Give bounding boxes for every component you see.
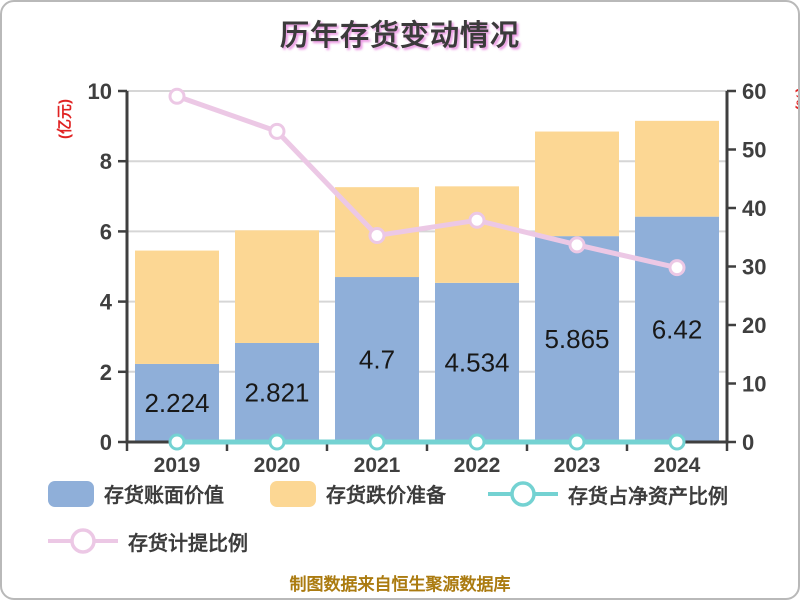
data-point-net-asset-ratio-2020[interactable] bbox=[268, 433, 286, 451]
left-tick-label: 0 bbox=[100, 430, 112, 455]
bar-value-label-2023: 5.865 bbox=[544, 324, 609, 354]
bar-value-label-2020: 2.821 bbox=[244, 377, 309, 407]
legend-swatch-provision bbox=[270, 480, 316, 507]
legend-item-provision-ratio[interactable]: 存货计提比例 bbox=[48, 526, 248, 556]
data-point-provision-ratio-2019[interactable] bbox=[168, 87, 186, 105]
data-point-net-asset-ratio-2022[interactable] bbox=[468, 433, 486, 451]
legend-line-marker-provision-ratio bbox=[48, 528, 118, 554]
legend-item-book-value[interactable]: 存货账面价值 bbox=[48, 479, 224, 508]
legend-label-provision: 存货跌价准备 bbox=[326, 485, 446, 507]
legend-label-provision-ratio: 存货计提比例 bbox=[128, 532, 248, 555]
bar-value-label-2021: 4.7 bbox=[359, 345, 395, 375]
legend-label-net-asset-ratio: 存货占净资产比例 bbox=[568, 485, 728, 508]
data-point-net-asset-ratio-2019[interactable] bbox=[168, 433, 186, 451]
right-tick-label: 40 bbox=[742, 196, 766, 221]
data-point-provision-ratio-2020[interactable] bbox=[268, 122, 286, 140]
bar-value-label-2019: 2.224 bbox=[144, 388, 209, 418]
bar-provision-2024[interactable] bbox=[635, 120, 719, 217]
bar-book-value-2019[interactable] bbox=[135, 363, 219, 442]
legend-label-book-value: 存货账面价值 bbox=[104, 485, 224, 507]
legend-swatch-book-value bbox=[48, 480, 94, 507]
data-point-provision-ratio-2023[interactable] bbox=[568, 236, 586, 254]
left-tick-label: 6 bbox=[100, 219, 112, 244]
legend-line-marker-net-asset-ratio bbox=[488, 481, 558, 507]
x-category-label-2019: 2019 bbox=[154, 454, 201, 477]
left-tick-label: 8 bbox=[100, 149, 112, 174]
x-category-label-2020: 2020 bbox=[254, 454, 301, 477]
bar-provision-2019[interactable] bbox=[135, 250, 219, 364]
x-category-label-2022: 2022 bbox=[454, 454, 501, 477]
x-category-label-2023: 2023 bbox=[554, 454, 601, 477]
x-category-label-2021: 2021 bbox=[354, 454, 401, 477]
line-provision-ratio bbox=[174, 93, 680, 271]
bar-book-value-2021[interactable] bbox=[335, 277, 419, 442]
data-point-net-asset-ratio-2023[interactable] bbox=[568, 433, 586, 451]
bar-value-label-2022: 4.534 bbox=[444, 347, 509, 377]
right-tick-label: 30 bbox=[742, 255, 766, 280]
left-tick-label: 10 bbox=[88, 79, 112, 104]
data-source-footer: 制图数据来自恒生聚源数据库 bbox=[289, 575, 511, 594]
legend-item-net-asset-ratio[interactable]: 存货占净资产比例 bbox=[488, 479, 728, 509]
data-point-net-asset-ratio-2024[interactable] bbox=[668, 433, 686, 451]
x-category-label-2024: 2024 bbox=[654, 454, 701, 477]
bar-provision-2022[interactable] bbox=[435, 186, 519, 283]
bar-value-label-2024: 6.42 bbox=[652, 314, 703, 344]
left-tick-label: 4 bbox=[100, 290, 113, 315]
right-tick-label: 20 bbox=[742, 313, 766, 338]
bar-book-value-2022[interactable] bbox=[435, 282, 519, 442]
bar-book-value-2020[interactable] bbox=[235, 342, 319, 442]
right-tick-label: 10 bbox=[742, 372, 766, 397]
right-tick-label: 50 bbox=[742, 138, 766, 163]
bar-book-value-2024[interactable] bbox=[635, 216, 719, 442]
bar-provision-2020[interactable] bbox=[235, 230, 319, 343]
chart-title: 历年存货变动情况 bbox=[279, 20, 520, 52]
right-tick-label: 60 bbox=[742, 79, 766, 104]
right-tick-label: 0 bbox=[742, 430, 754, 455]
left-tick-label: 2 bbox=[100, 360, 112, 385]
data-point-provision-ratio-2022[interactable] bbox=[468, 211, 486, 229]
data-point-net-asset-ratio-2021[interactable] bbox=[368, 433, 386, 451]
bar-provision-2023[interactable] bbox=[535, 131, 619, 237]
data-point-provision-ratio-2024[interactable] bbox=[668, 259, 686, 277]
data-point-provision-ratio-2021[interactable] bbox=[368, 226, 386, 244]
legend-item-provision[interactable]: 存货跌价准备 bbox=[270, 479, 446, 508]
bar-book-value-2023[interactable] bbox=[535, 236, 619, 442]
